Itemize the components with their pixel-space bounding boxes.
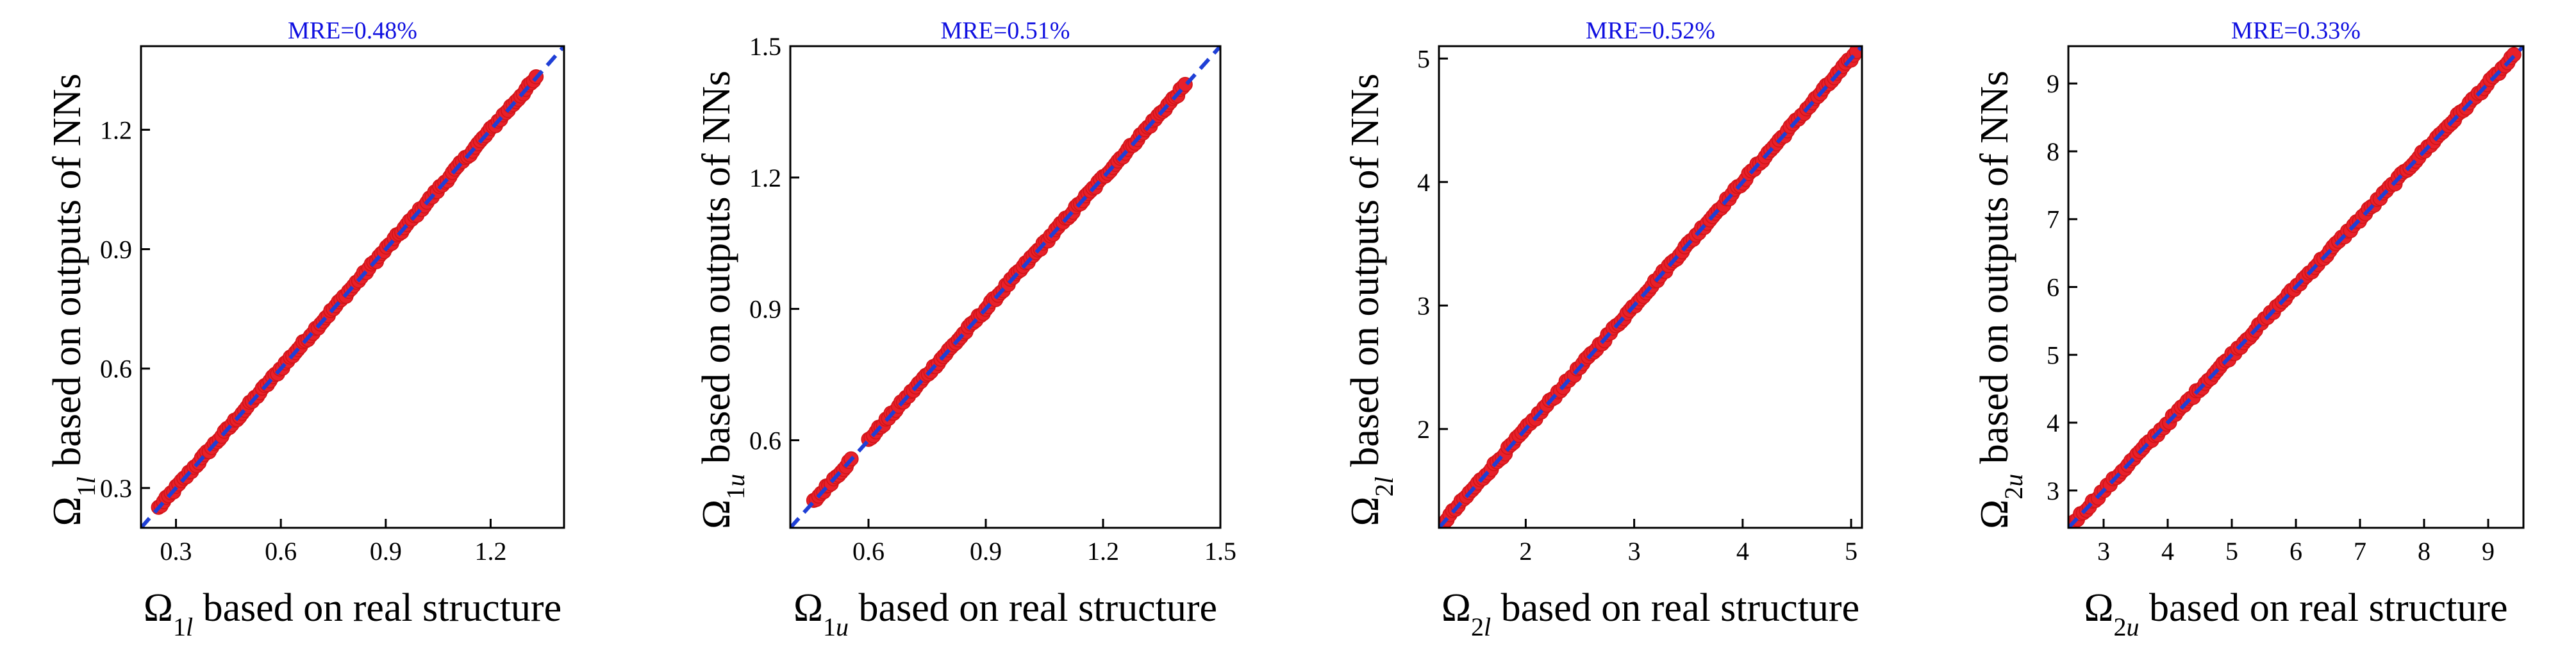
chart-title: MRE=0.51% xyxy=(941,17,1070,44)
plot-frame xyxy=(789,45,1222,529)
reference-line xyxy=(790,46,1220,528)
x-tick-label: 5 xyxy=(2225,537,2238,566)
x-tick-label: 1.2 xyxy=(1087,537,1119,566)
y-tick-label: 5 xyxy=(1417,44,1430,73)
reference-line xyxy=(141,46,564,528)
label-subscript-var: l xyxy=(1370,477,1399,484)
label-rest: based on outputs of NNs xyxy=(46,74,89,477)
x-tick-label: 9 xyxy=(2482,537,2495,566)
label-subscript-var: l xyxy=(72,477,101,484)
x-axis-label: Ω1l based on real structure xyxy=(144,586,561,641)
x-tick-label: 1.2 xyxy=(474,537,506,566)
reference-line xyxy=(2068,46,2523,528)
label-subscript: 1 xyxy=(721,487,750,500)
x-tick-label: 3 xyxy=(2097,537,2110,566)
y-tick-label: 1.2 xyxy=(100,115,132,144)
x-tick-label: 0.9 xyxy=(970,537,1002,566)
x-tick-label: 0.9 xyxy=(370,537,402,566)
label-symbol: Ω xyxy=(46,496,89,526)
y-tick-label: 2 xyxy=(1417,415,1430,444)
y-tick-label: 7 xyxy=(2047,205,2059,234)
x-tick-label: 8 xyxy=(2418,537,2431,566)
label-subscript: 2 xyxy=(1370,484,1399,496)
label-subscript-var: u xyxy=(836,612,849,641)
y-tick-label: 0.9 xyxy=(100,235,132,264)
label-rest: based on outputs of NNs xyxy=(1973,71,2016,474)
x-tick-label: 6 xyxy=(2289,537,2302,566)
y-axis-label: Ω1l based on outputs of NNs xyxy=(46,74,101,527)
y-tick-label: 0.9 xyxy=(749,295,781,324)
x-tick-label: 0.3 xyxy=(160,537,192,566)
x-tick-label: 7 xyxy=(2354,537,2366,566)
y-tick-label: 9 xyxy=(2047,69,2059,98)
label-rest: based on real structure xyxy=(2140,586,2508,630)
x-tick-label: 4 xyxy=(2161,537,2174,566)
chart-title: MRE=0.33% xyxy=(2231,17,2361,44)
x-tick-label: 1.5 xyxy=(1204,537,1236,566)
x-axis-label: Ω2l based on real structure xyxy=(1442,586,1859,641)
y-tick-label: 3 xyxy=(2047,477,2059,505)
label-subscript: 2 xyxy=(2114,612,2127,641)
y-tick-label: 0.3 xyxy=(100,474,132,503)
y-tick-label: 1.2 xyxy=(749,164,781,192)
label-rest: based on real structure xyxy=(1491,586,1859,630)
label-subscript: 2 xyxy=(1999,487,2028,500)
y-tick-label: 1.5 xyxy=(749,32,781,61)
y-tick-label: 4 xyxy=(1417,168,1430,197)
label-subscript: 1 xyxy=(173,612,186,641)
label-subscript-var: u xyxy=(721,474,750,487)
label-symbol: Ω xyxy=(1973,500,2016,529)
label-subscript: 1 xyxy=(823,612,836,641)
chart-title: MRE=0.52% xyxy=(1586,17,1715,44)
y-tick-label: 6 xyxy=(2047,273,2059,302)
y-tick-label: 8 xyxy=(2047,137,2059,166)
x-axis-label: Ω1u based on real structure xyxy=(794,586,1217,641)
x-tick-label: 0.6 xyxy=(852,537,885,566)
reference-line xyxy=(1439,46,1862,528)
chart-title: MRE=0.48% xyxy=(288,17,417,44)
label-subscript-var: u xyxy=(2127,612,2140,641)
plot-frame xyxy=(140,45,565,529)
label-rest: based on real structure xyxy=(849,586,1217,630)
x-axis-label: Ω2u based on real structure xyxy=(2084,586,2507,641)
x-tick-label: 3 xyxy=(1628,537,1641,566)
y-tick-label: 0.6 xyxy=(749,426,781,455)
label-subscript-var: l xyxy=(186,612,193,641)
y-axis-label: Ω2l based on outputs of NNs xyxy=(1343,74,1399,527)
y-tick-label: 5 xyxy=(2047,341,2059,369)
label-symbol: Ω xyxy=(2084,586,2113,630)
y-tick-label: 4 xyxy=(2047,409,2059,437)
label-rest: based on outputs of NNs xyxy=(1343,74,1387,477)
label-subscript: 2 xyxy=(1471,612,1484,641)
x-tick-label: 4 xyxy=(1736,537,1749,566)
label-symbol: Ω xyxy=(1442,586,1471,630)
label-symbol: Ω xyxy=(1343,496,1387,526)
x-tick-label: 0.6 xyxy=(265,537,297,566)
plot-frame xyxy=(1438,45,1863,529)
label-subscript: 1 xyxy=(72,484,101,496)
label-symbol: Ω xyxy=(794,586,823,630)
y-tick-label: 0.6 xyxy=(100,355,132,384)
label-rest: based on outputs of NNs xyxy=(695,71,738,474)
label-rest: based on real structure xyxy=(193,586,561,630)
y-axis-label: Ω1u based on outputs of NNs xyxy=(695,71,750,529)
label-subscript-var: l xyxy=(1484,612,1491,641)
x-tick-label: 2 xyxy=(1519,537,1532,566)
label-subscript-var: u xyxy=(1999,474,2028,487)
x-tick-label: 5 xyxy=(1845,537,1857,566)
y-axis-label: Ω2u based on outputs of NNs xyxy=(1973,71,2028,529)
label-symbol: Ω xyxy=(144,586,173,630)
y-tick-label: 3 xyxy=(1417,291,1430,320)
label-symbol: Ω xyxy=(695,500,738,529)
